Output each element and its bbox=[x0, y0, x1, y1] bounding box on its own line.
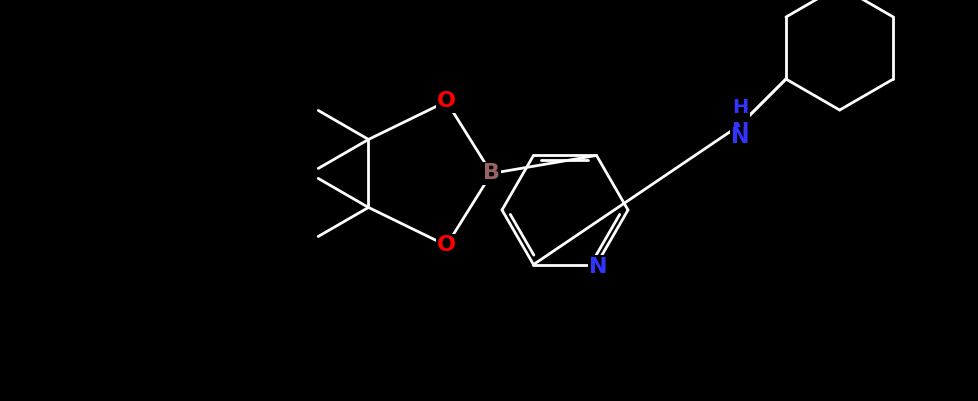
Text: N: N bbox=[730, 127, 748, 147]
Text: B: B bbox=[482, 164, 500, 183]
Text: H
N: H N bbox=[731, 98, 748, 142]
Text: H: H bbox=[732, 98, 747, 117]
Text: N: N bbox=[589, 257, 607, 277]
Text: O: O bbox=[436, 235, 456, 255]
Text: O: O bbox=[436, 91, 456, 111]
